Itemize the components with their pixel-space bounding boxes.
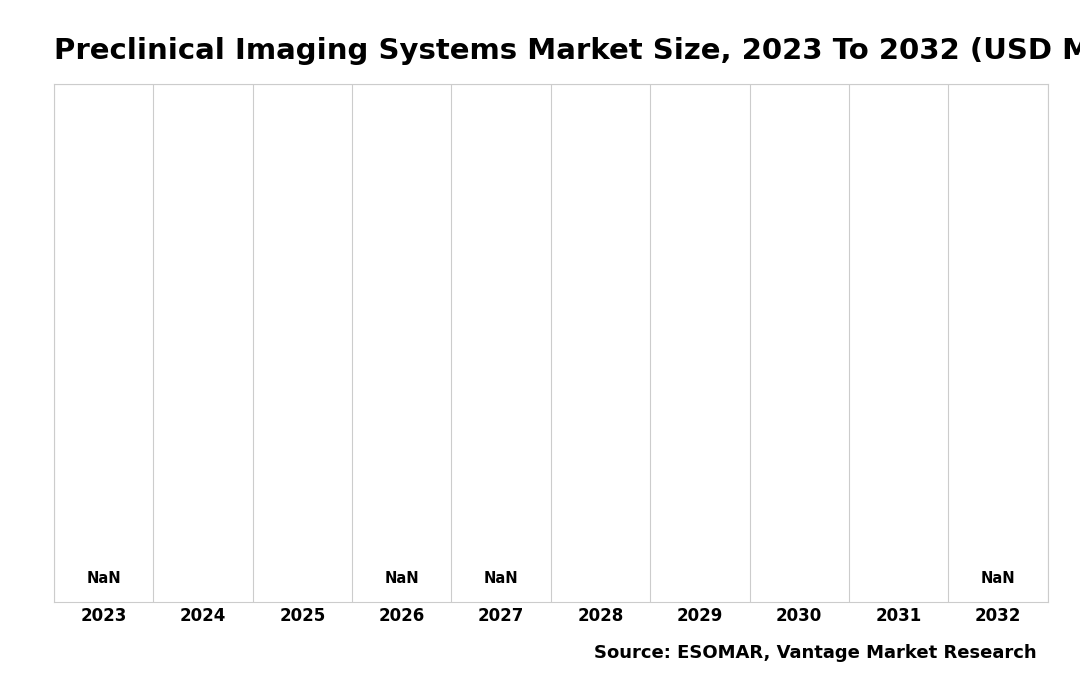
Text: NaN: NaN [384,571,419,587]
Text: NaN: NaN [86,571,121,587]
Text: Source: ESOMAR, Vantage Market Research: Source: ESOMAR, Vantage Market Research [594,643,1037,662]
Text: NaN: NaN [484,571,518,587]
Text: NaN: NaN [981,571,1015,587]
Text: Preclinical Imaging Systems Market Size, 2023 To 2032 (USD Million): Preclinical Imaging Systems Market Size,… [54,37,1080,65]
